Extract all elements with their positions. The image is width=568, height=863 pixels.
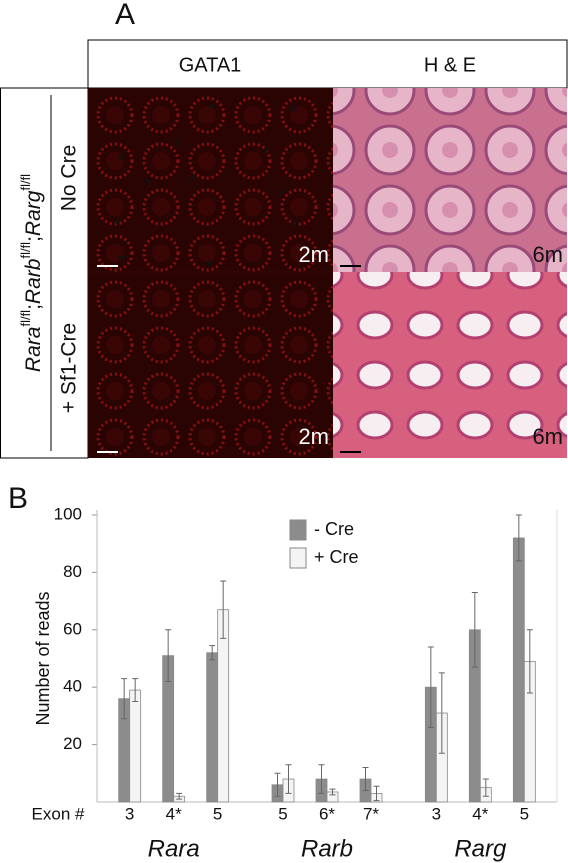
error-bar xyxy=(165,629,172,682)
error-bar xyxy=(209,645,216,661)
x-tick-label: 3 xyxy=(125,804,134,823)
error-bar xyxy=(285,764,292,794)
legend-label: + Cre xyxy=(314,547,359,567)
error-bar xyxy=(482,778,489,797)
column-label: H & E xyxy=(424,54,476,76)
x-tick-label: 4* xyxy=(472,804,488,823)
row-label: + Sf1-Cre xyxy=(58,323,81,413)
x-tick-label: 5 xyxy=(213,804,222,823)
genotype-label: Rarafl/fl;Rarbfl/fl;Rargfl/fl xyxy=(18,174,45,372)
y-tick-label: 60 xyxy=(63,619,82,638)
gata1-image xyxy=(88,88,333,458)
error-bar xyxy=(274,772,281,797)
group-label: Rarg xyxy=(454,835,507,862)
gene-name: Rarg xyxy=(22,190,45,236)
age-label: 2m xyxy=(298,242,329,267)
column-label: GATA1 xyxy=(179,54,242,76)
asterisk: * xyxy=(118,150,126,172)
error-bar xyxy=(515,514,522,562)
superscript: fl/fl xyxy=(18,174,33,191)
asterisk: * xyxy=(262,143,270,165)
age-label: 6m xyxy=(532,424,563,449)
asterisk: * xyxy=(114,214,122,236)
asterisk: * xyxy=(118,250,126,272)
superscript: fl/fl xyxy=(18,242,33,259)
error-bar xyxy=(176,792,183,800)
asterisk: * xyxy=(208,99,216,121)
x-tick-label: 5 xyxy=(520,804,529,823)
bar xyxy=(129,689,142,803)
group-label: Rarb xyxy=(301,835,353,862)
group-label: Rara xyxy=(148,835,200,862)
error-bar xyxy=(373,785,380,802)
bar xyxy=(512,537,525,803)
error-bar xyxy=(121,678,128,720)
error-bar xyxy=(471,591,478,668)
superscript: fl/fl xyxy=(18,310,33,327)
asterisk: * xyxy=(290,216,298,238)
error-bar xyxy=(438,672,445,754)
error-bar xyxy=(132,678,139,703)
x-tick-label: 7* xyxy=(363,804,379,823)
error-bar xyxy=(318,764,325,794)
age-label: 2m xyxy=(298,424,329,449)
error-bar xyxy=(220,580,227,639)
row-label-box xyxy=(0,87,89,459)
legend-swatch xyxy=(289,519,307,541)
he-image xyxy=(333,88,567,272)
y-tick-label: 80 xyxy=(63,562,82,581)
row-label: No Cre xyxy=(58,145,81,212)
header-box xyxy=(87,39,568,89)
asterisk: * xyxy=(290,101,298,123)
error-bar xyxy=(362,767,369,792)
asterisk: * xyxy=(278,185,286,207)
error-bar xyxy=(526,629,533,694)
asterisk: * xyxy=(143,174,151,196)
panel-label: B xyxy=(8,482,28,515)
legend-label: - Cre xyxy=(314,519,354,539)
gene-name: Rara xyxy=(22,327,45,373)
asterisk: * xyxy=(206,256,214,278)
asterisk: * xyxy=(188,171,196,193)
y-tick-label: 40 xyxy=(63,677,82,696)
asterisk: * xyxy=(173,136,181,158)
error-bar xyxy=(329,788,336,796)
separator: ; xyxy=(22,236,45,242)
x-tick-label: 6* xyxy=(319,804,335,823)
x-tick-label: 5 xyxy=(278,804,287,823)
bar xyxy=(206,652,219,803)
y-tick-label: 20 xyxy=(63,734,82,753)
age-label: 6m xyxy=(532,242,563,267)
he-image xyxy=(333,272,567,458)
gene-name: Rarb xyxy=(22,258,45,304)
x-tick-label: 4* xyxy=(166,804,182,823)
x-axis-label: Exon # xyxy=(32,804,85,823)
y-axis-label: Number of reads xyxy=(33,591,53,725)
x-tick-label: 3 xyxy=(432,804,441,823)
panel-label: A xyxy=(115,0,135,31)
separator: ; xyxy=(22,304,45,310)
error-bar xyxy=(427,646,434,728)
legend-swatch xyxy=(289,547,307,569)
y-tick-label: 100 xyxy=(54,504,82,523)
